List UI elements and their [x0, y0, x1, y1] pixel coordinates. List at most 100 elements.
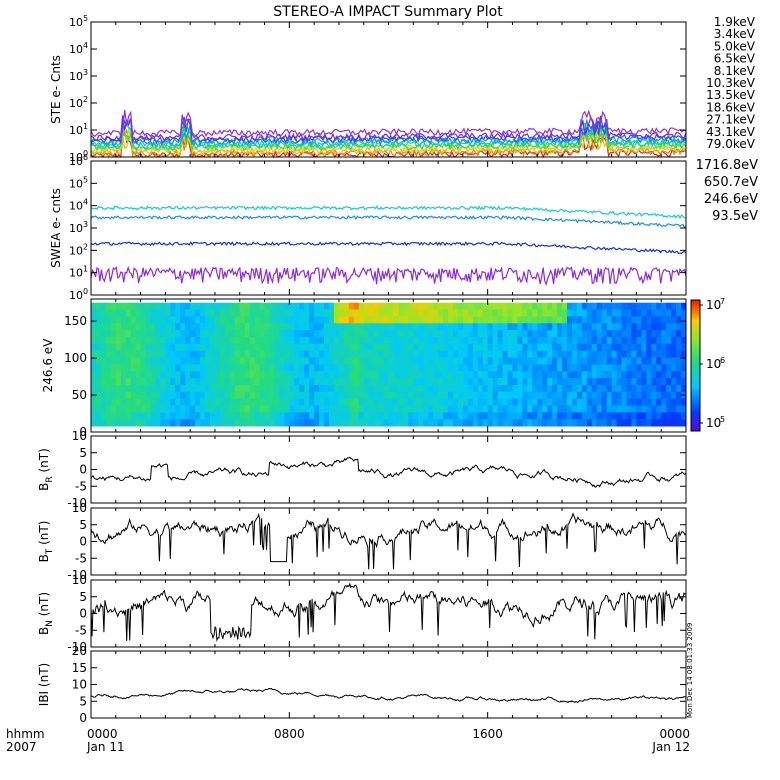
- heatmap-cell: [343, 371, 350, 379]
- heatmap-cell: [165, 357, 171, 365]
- heatmap-cell: [581, 364, 588, 372]
- y-axis-label: STE e- Cnts: [49, 55, 63, 124]
- heatmap-cell: [200, 391, 206, 400]
- heatmap-cell: [433, 350, 439, 358]
- heatmap-cell: [135, 384, 141, 393]
- heatmap-cell: [269, 330, 275, 338]
- heatmap-cell: [130, 371, 137, 379]
- heatmap-cell: [611, 309, 617, 317]
- heatmap-cell: [497, 398, 503, 406]
- heatmap-cell: [507, 336, 513, 345]
- heatmap-cell: [576, 378, 583, 386]
- heatmap-cell: [462, 330, 469, 338]
- heatmap-cell: [170, 357, 176, 365]
- heatmap-cell: [348, 357, 355, 365]
- heatmap-cell: [383, 398, 389, 406]
- heatmap-cell: [269, 343, 275, 352]
- heatmap-cell: [423, 419, 429, 427]
- heatmap-cell: [616, 391, 622, 400]
- heatmap-cell: [353, 405, 360, 413]
- heatmap-cell: [229, 343, 236, 352]
- heatmap-cell: [502, 302, 508, 310]
- heatmap-cell: [448, 405, 454, 413]
- heatmap-cell: [537, 357, 543, 365]
- heatmap-cell: [562, 419, 568, 427]
- heatmap-cell: [517, 323, 523, 331]
- heatmap-cell: [661, 336, 667, 345]
- heatmap-cell: [100, 357, 107, 365]
- heatmap-cell: [393, 357, 399, 365]
- heatmap-cell: [185, 378, 191, 386]
- heatmap-cell: [130, 398, 137, 406]
- heatmap-cell: [522, 391, 528, 400]
- heatmap-cell: [145, 391, 151, 400]
- heatmap-cell: [289, 316, 295, 324]
- heatmap-cell: [289, 371, 295, 379]
- heatmap-cell: [259, 378, 265, 386]
- colorbar-segment: [691, 358, 700, 362]
- heatmap-cell: [378, 302, 384, 310]
- heatmap-cell: [234, 398, 241, 406]
- heatmap-cell: [130, 309, 137, 317]
- heatmap-cell: [100, 316, 107, 324]
- heatmap-cell: [140, 323, 146, 331]
- heatmap-cell: [368, 384, 375, 393]
- heatmap-cell: [259, 371, 265, 379]
- heatmap-cell: [214, 398, 221, 406]
- heatmap-cell: [676, 371, 682, 379]
- heatmap-cell: [343, 364, 350, 372]
- heatmap-cell: [591, 412, 598, 420]
- heatmap-cell: [100, 371, 107, 379]
- heatmap-cell: [502, 371, 508, 379]
- heatmap-cell: [170, 405, 176, 413]
- heatmap-cell: [477, 364, 484, 372]
- heatmap-cell: [100, 412, 107, 420]
- heatmap-cell: [239, 378, 246, 386]
- heatmap-cell: [636, 391, 642, 400]
- heatmap-cell: [363, 371, 370, 379]
- heatmap-cell: [631, 371, 637, 379]
- heatmap-cell: [294, 323, 300, 331]
- heatmap-cell: [621, 357, 627, 365]
- heatmap-cell: [338, 384, 345, 393]
- heatmap-cell: [140, 398, 146, 406]
- tick-label-exp: 6: [720, 356, 725, 365]
- heatmap-cell: [651, 309, 657, 317]
- heatmap-cell: [522, 350, 528, 358]
- heatmap-cell: [681, 378, 687, 386]
- heatmap-cell: [423, 343, 429, 352]
- heatmap-cell: [487, 384, 494, 393]
- heatmap-cell: [170, 412, 176, 420]
- heatmap-cell: [423, 405, 429, 413]
- heatmap-cell: [279, 364, 285, 372]
- colorbar-segment: [691, 319, 700, 323]
- heatmap-cell: [646, 309, 652, 317]
- heatmap-cell: [433, 384, 439, 393]
- heatmap-cell: [170, 336, 176, 345]
- colorbar-segment: [691, 310, 700, 314]
- heatmap-cell: [338, 405, 345, 413]
- heatmap-cell: [110, 357, 117, 365]
- heatmap-cell: [462, 384, 469, 393]
- heatmap-cell: [547, 391, 553, 400]
- heatmap-cell: [200, 336, 206, 345]
- heatmap-cell: [353, 309, 360, 317]
- heatmap-cell: [646, 398, 652, 406]
- heatmap-cell: [279, 357, 285, 365]
- heatmap-cell: [616, 330, 622, 338]
- heatmap-cell: [621, 309, 627, 317]
- heatmap-cell: [512, 309, 518, 317]
- heatmap-cell: [517, 302, 523, 310]
- heatmap-cell: [522, 364, 528, 372]
- heatmap-cell: [467, 391, 474, 400]
- heatmap-cell: [656, 371, 662, 379]
- heatmap-cell: [274, 316, 280, 324]
- heatmap-cell: [239, 398, 246, 406]
- heatmap-cell: [100, 309, 107, 317]
- heatmap-cell: [150, 364, 156, 372]
- heatmap-cell: [338, 378, 345, 386]
- heatmap-cell: [160, 350, 166, 358]
- heatmap-cell: [492, 419, 498, 427]
